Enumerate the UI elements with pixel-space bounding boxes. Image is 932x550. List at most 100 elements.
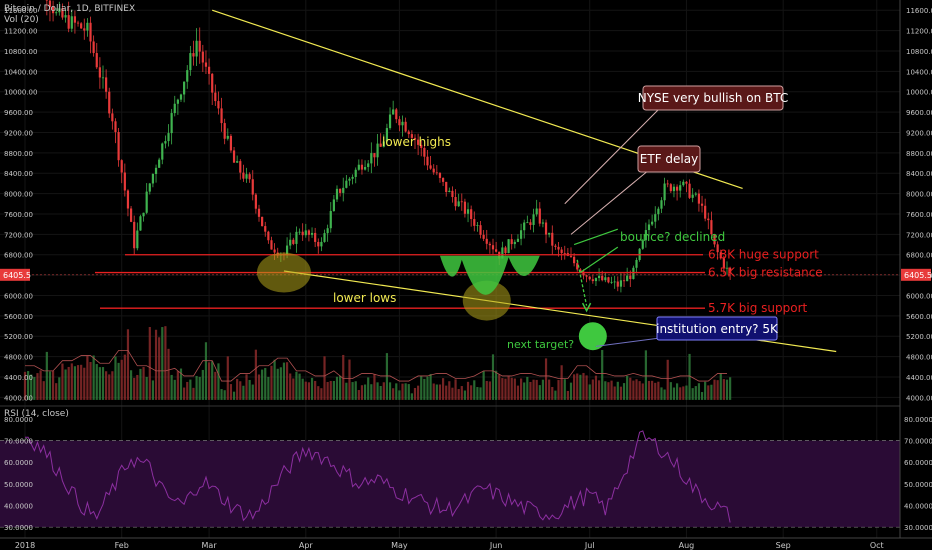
- volume-bar: [563, 379, 566, 400]
- volume-bar: [332, 380, 335, 400]
- lower-lows-label: lower lows: [333, 291, 396, 305]
- price-tick-label: 10400.00: [906, 68, 932, 76]
- candle-body: [373, 153, 376, 158]
- price-tick-label: 8800.00: [906, 150, 932, 158]
- volume-bar: [716, 380, 719, 400]
- candle-body: [438, 173, 442, 178]
- volume-bar: [80, 364, 83, 400]
- candle-body: [523, 222, 526, 231]
- candle-body: [675, 186, 679, 191]
- candle-body: [694, 193, 697, 195]
- volume-bar: [111, 371, 114, 400]
- volume-bar: [669, 382, 672, 400]
- candle-body: [504, 247, 507, 254]
- candle-body: [136, 230, 139, 249]
- candle-body: [666, 183, 669, 185]
- candle-body: [310, 232, 314, 235]
- arrow-head: [581, 302, 592, 313]
- volume-bar: [635, 379, 638, 400]
- candle-body: [485, 238, 488, 244]
- volume-bar: [164, 326, 167, 400]
- candle-body: [105, 77, 108, 92]
- rsi-left-label: 50.0000: [4, 481, 33, 489]
- volume-bar: [501, 378, 504, 400]
- candle-body: [616, 281, 619, 287]
- volume-bar: [282, 362, 286, 400]
- volume-bar: [473, 380, 476, 400]
- candle-body: [360, 164, 364, 170]
- volume-bar: [560, 365, 563, 400]
- volume-bar: [298, 373, 301, 400]
- volume-bar: [457, 389, 460, 400]
- volume-bar: [198, 376, 201, 400]
- candle-body: [535, 208, 538, 215]
- candle-body: [292, 239, 295, 244]
- candle-body: [267, 231, 270, 241]
- candle-body: [164, 141, 167, 144]
- price-tick-label-left: 9200.00: [4, 129, 33, 137]
- candle-body: [426, 156, 429, 166]
- candle-body: [519, 230, 523, 239]
- volume-bar: [672, 387, 676, 400]
- candle-body: [626, 275, 629, 282]
- volume-bar: [532, 379, 535, 400]
- price-tick-label-left: 8800.00: [4, 150, 33, 158]
- candle-body: [58, 8, 61, 13]
- candle-body: [167, 133, 170, 142]
- volume-bar: [133, 377, 136, 400]
- volume-bar: [204, 342, 208, 400]
- volume-bar: [373, 374, 376, 400]
- volume-bar: [229, 384, 233, 400]
- candle-body: [186, 70, 189, 82]
- volume-bar: [395, 383, 398, 400]
- candle-body: [704, 205, 707, 219]
- volume-bar: [61, 363, 64, 400]
- volume-bar: [729, 377, 732, 400]
- candle-body: [214, 92, 217, 102]
- price-tick-label: 9200.00: [906, 129, 932, 137]
- volume-bar: [186, 381, 189, 400]
- volume-bar: [616, 381, 619, 400]
- current-price-label-left: 6405.5: [3, 271, 31, 280]
- volume-bar: [335, 376, 339, 400]
- volume-bar: [211, 361, 214, 400]
- symbol-title: Bitcoin / Dollar, 1D, BITFINEX: [4, 4, 136, 14]
- volume-bar: [123, 354, 126, 400]
- candle-body: [388, 114, 392, 129]
- volume-bar: [86, 355, 89, 400]
- price-tick-label: 7600.00: [906, 211, 932, 219]
- candle-body: [142, 212, 145, 217]
- candle-body: [117, 132, 120, 161]
- nyse-callout-box: [642, 85, 784, 111]
- volume-bar: [83, 367, 86, 400]
- price-tick-label: 4000.00: [906, 394, 932, 402]
- price-tick-label: 10800.00: [906, 48, 932, 56]
- volume-bar: [76, 365, 80, 400]
- candle-body: [254, 194, 257, 209]
- target-circle: [578, 322, 607, 351]
- candle-body: [145, 191, 148, 213]
- candle-body: [513, 241, 516, 245]
- volume-bar: [279, 367, 282, 400]
- candle-body: [700, 203, 704, 206]
- candle-body: [339, 188, 342, 193]
- candle-body: [307, 230, 311, 235]
- price-tick-label: 4400.00: [906, 374, 932, 382]
- candle-body: [385, 128, 389, 142]
- time-tick-label: Mar: [202, 541, 218, 550]
- candle-body: [351, 176, 354, 179]
- volume-bar: [588, 384, 591, 400]
- price-tick-label: 4800.00: [906, 354, 932, 362]
- volume-bar: [248, 379, 251, 400]
- volume-bar: [613, 386, 616, 400]
- volume-bar: [348, 359, 351, 400]
- volume-bar: [566, 390, 569, 400]
- volume-bar: [139, 368, 142, 400]
- candle-body: [192, 53, 195, 57]
- volume-bar: [236, 378, 239, 400]
- candle-body: [229, 135, 233, 151]
- volume-bar: [33, 376, 36, 400]
- candle-body: [370, 153, 373, 164]
- volume-bar: [145, 376, 148, 400]
